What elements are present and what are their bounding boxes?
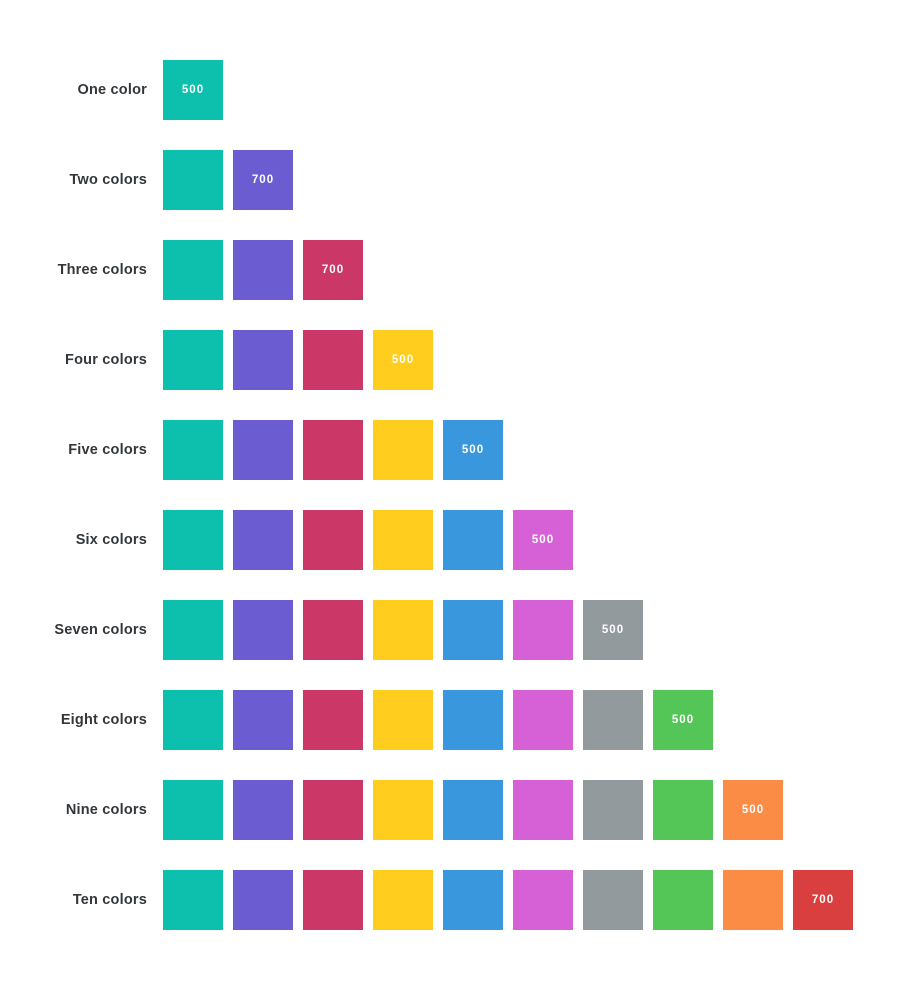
swatch-blue bbox=[443, 690, 503, 750]
swatch-orchid bbox=[513, 870, 573, 930]
swatch-crimson bbox=[303, 510, 363, 570]
swatch-blue: 500 bbox=[443, 420, 503, 480]
swatch-crimson bbox=[303, 690, 363, 750]
swatch-crimson bbox=[303, 780, 363, 840]
swatch-orange: 500 bbox=[723, 780, 783, 840]
swatch-yellow bbox=[373, 690, 433, 750]
swatch-teal bbox=[163, 870, 223, 930]
swatch-blue bbox=[443, 870, 503, 930]
swatch-weight-label: 700 bbox=[251, 174, 275, 186]
swatch-gray bbox=[583, 780, 643, 840]
row-label: Ten colors bbox=[72, 892, 147, 908]
palette-row: Eight colors 500 bbox=[0, 690, 916, 750]
swatch-weight-label: 700 bbox=[321, 264, 345, 276]
swatch-green: 500 bbox=[653, 690, 713, 750]
palette-rows: One color 500 Two colors 700 Three color… bbox=[0, 60, 916, 930]
row-label: One color bbox=[77, 82, 147, 98]
swatch-orchid: 500 bbox=[513, 510, 573, 570]
swatch-purple bbox=[233, 690, 293, 750]
swatch-group: 700 bbox=[163, 240, 373, 300]
row-label: Four colors bbox=[65, 352, 147, 368]
swatch-group: 500 bbox=[163, 420, 513, 480]
palette-row: Ten colors 700 bbox=[0, 870, 916, 930]
row-label: Six colors bbox=[75, 532, 147, 548]
swatch-weight-label: 500 bbox=[181, 84, 205, 96]
swatch-blue bbox=[443, 780, 503, 840]
swatch-teal: 500 bbox=[163, 60, 223, 120]
swatch-orange bbox=[723, 870, 783, 930]
palette-row: Six colors 500 bbox=[0, 510, 916, 570]
swatch-orchid bbox=[513, 690, 573, 750]
swatch-orchid bbox=[513, 780, 573, 840]
swatch-weight-label: 500 bbox=[461, 444, 485, 456]
swatch-yellow bbox=[373, 600, 433, 660]
row-label: Eight colors bbox=[60, 712, 147, 728]
swatch-crimson bbox=[303, 330, 363, 390]
swatch-crimson bbox=[303, 870, 363, 930]
swatch-purple: 700 bbox=[233, 150, 293, 210]
swatch-teal bbox=[163, 510, 223, 570]
swatch-group: 700 bbox=[163, 150, 303, 210]
row-label: Five colors bbox=[68, 442, 147, 458]
swatch-blue bbox=[443, 510, 503, 570]
swatch-group: 500 bbox=[163, 690, 723, 750]
swatch-weight-label: 500 bbox=[391, 354, 415, 366]
swatch-group: 500 bbox=[163, 60, 233, 120]
palette-row: Seven colors 500 bbox=[0, 600, 916, 660]
swatch-purple bbox=[233, 870, 293, 930]
palette-row: Nine colors 500 bbox=[0, 780, 916, 840]
palette-row: Three colors 700 bbox=[0, 240, 916, 300]
swatch-purple bbox=[233, 420, 293, 480]
swatch-weight-label: 500 bbox=[601, 624, 625, 636]
swatch-group: 500 bbox=[163, 600, 653, 660]
swatch-red: 700 bbox=[793, 870, 853, 930]
swatch-teal bbox=[163, 240, 223, 300]
swatch-crimson bbox=[303, 420, 363, 480]
palette-row: Four colors 500 bbox=[0, 330, 916, 390]
swatch-green bbox=[653, 870, 713, 930]
swatch-gray bbox=[583, 690, 643, 750]
swatch-crimson: 700 bbox=[303, 240, 363, 300]
swatch-purple bbox=[233, 510, 293, 570]
palette-row: Five colors 500 bbox=[0, 420, 916, 480]
row-label: Three colors bbox=[57, 262, 147, 278]
swatch-teal bbox=[163, 780, 223, 840]
swatch-yellow: 500 bbox=[373, 330, 433, 390]
swatch-purple bbox=[233, 330, 293, 390]
swatch-orchid bbox=[513, 600, 573, 660]
swatch-purple bbox=[233, 240, 293, 300]
swatch-crimson bbox=[303, 600, 363, 660]
swatch-teal bbox=[163, 600, 223, 660]
swatch-yellow bbox=[373, 870, 433, 930]
swatch-green bbox=[653, 780, 713, 840]
swatch-teal bbox=[163, 690, 223, 750]
swatch-group: 500 bbox=[163, 330, 443, 390]
swatch-group: 500 bbox=[163, 780, 793, 840]
palette-row: Two colors 700 bbox=[0, 150, 916, 210]
swatch-teal bbox=[163, 150, 223, 210]
swatch-weight-label: 500 bbox=[671, 714, 695, 726]
swatch-group: 700 bbox=[163, 870, 863, 930]
swatch-group: 500 bbox=[163, 510, 583, 570]
swatch-weight-label: 500 bbox=[531, 534, 555, 546]
swatch-weight-label: 700 bbox=[811, 894, 835, 906]
palette-row: One color 500 bbox=[0, 60, 916, 120]
swatch-yellow bbox=[373, 780, 433, 840]
row-label: Seven colors bbox=[54, 622, 147, 638]
swatch-teal bbox=[163, 420, 223, 480]
swatch-yellow bbox=[373, 510, 433, 570]
swatch-teal bbox=[163, 330, 223, 390]
swatch-purple bbox=[233, 780, 293, 840]
row-label: Nine colors bbox=[65, 802, 147, 818]
swatch-purple bbox=[233, 600, 293, 660]
row-label: Two colors bbox=[69, 172, 147, 188]
swatch-weight-label: 500 bbox=[741, 804, 765, 816]
swatch-gray bbox=[583, 870, 643, 930]
swatch-gray: 500 bbox=[583, 600, 643, 660]
swatch-blue bbox=[443, 600, 503, 660]
swatch-yellow bbox=[373, 420, 433, 480]
